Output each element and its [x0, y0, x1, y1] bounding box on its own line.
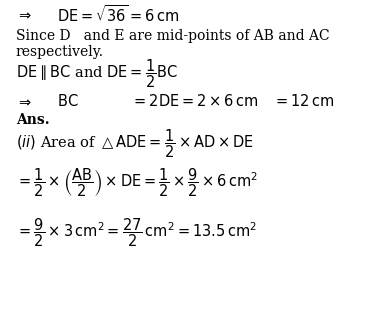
- Text: $= 2\mathrm{DE} = 2 \times 6\,\mathrm{cm}\quad = 12\,\mathrm{cm}$: $= 2\mathrm{DE} = 2 \times 6\,\mathrm{cm…: [131, 93, 334, 110]
- Text: respectively.: respectively.: [16, 45, 104, 59]
- Text: Since D   and E are mid-points of AB and AC: Since D and E are mid-points of AB and A…: [16, 29, 329, 43]
- Text: Ans.: Ans.: [16, 113, 49, 126]
- Text: $= \dfrac{9}{2} \times 3\,\mathrm{cm}^2 = \dfrac{27}{2}\,\mathrm{cm}^2 = 13.5\,\: $= \dfrac{9}{2} \times 3\,\mathrm{cm}^2 …: [16, 217, 256, 249]
- Text: $\mathrm{BC}$: $\mathrm{BC}$: [57, 93, 78, 110]
- Text: $= \dfrac{1}{2} \times \left(\dfrac{\mathrm{AB}}{2}\right) \times \mathrm{DE} = : $= \dfrac{1}{2} \times \left(\dfrac{\mat…: [16, 167, 258, 199]
- Text: $\Rightarrow$: $\Rightarrow$: [16, 7, 32, 21]
- Text: $\mathrm{DE} = \sqrt{36} = 6\,\mathrm{cm}$: $\mathrm{DE} = \sqrt{36} = 6\,\mathrm{cm…: [57, 4, 179, 24]
- Text: $\Rightarrow$: $\Rightarrow$: [16, 95, 32, 108]
- Text: $\mathrm{DE} \parallel \mathrm{BC}$ and $\mathrm{DE} = \dfrac{1}{2}\mathrm{BC}$: $\mathrm{DE} \parallel \mathrm{BC}$ and …: [16, 57, 177, 90]
- Text: $(ii)$ Area of $\triangle \mathrm{ADE} = \dfrac{1}{2} \times \mathrm{AD} \times : $(ii)$ Area of $\triangle \mathrm{ADE} =…: [16, 128, 253, 160]
